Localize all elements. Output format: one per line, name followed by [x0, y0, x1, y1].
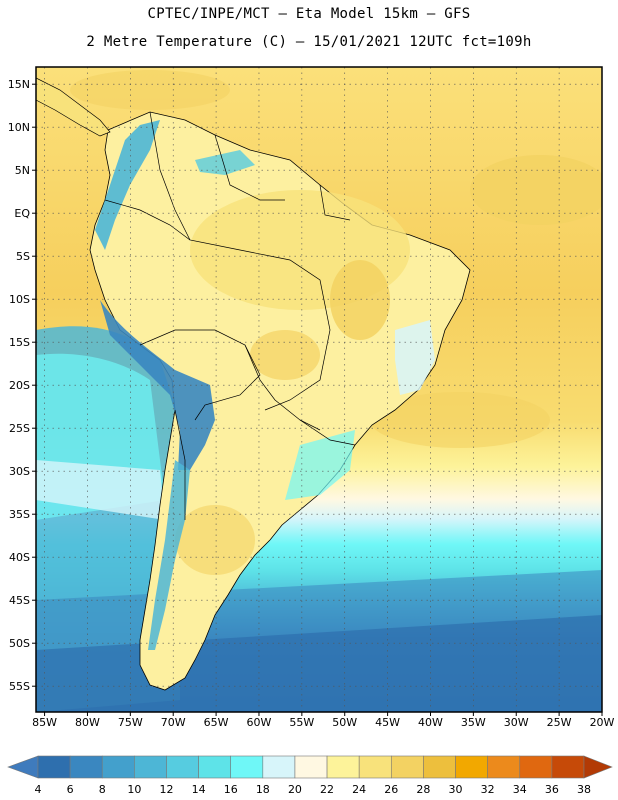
latitude-label: 45S: [9, 594, 30, 607]
colorbar-label: 34: [513, 783, 527, 796]
longitude-label: 45W: [375, 716, 400, 729]
colorbar-label: 4: [35, 783, 42, 796]
colorbar-label: 26: [384, 783, 398, 796]
lat-lon-grid: [36, 67, 602, 712]
colorbar-cell: [37, 755, 71, 779]
latitude-label: 55S: [9, 680, 30, 693]
latitude-label: 20S: [9, 379, 30, 392]
colorbar-cell: [423, 755, 456, 779]
longitude-label: 80W: [75, 716, 100, 729]
south-brazil-cool: [285, 430, 355, 500]
colorbar-label: 14: [192, 783, 206, 796]
colorbar-cell: [230, 755, 264, 779]
colorbar-cell: [262, 755, 296, 779]
latitude-label: 15N: [8, 78, 30, 91]
colorbar-label: 8: [99, 783, 106, 796]
longitude-label: 30W: [504, 716, 529, 729]
colorbar-labels: 4 6 8 10 12 14 16 18 20 22 24 26 28 30 32 34 36 38: [35, 783, 592, 796]
colorbar-label: 32: [481, 783, 495, 796]
longitude-label: 75W: [118, 716, 143, 729]
colorbar-label: 20: [288, 783, 302, 796]
warm-land: [250, 330, 320, 380]
andes-cold: [95, 120, 160, 250]
highland-cool: [395, 320, 435, 395]
longitude-label: 25W: [547, 716, 572, 729]
latitude-label: 15S: [9, 336, 30, 349]
warm-area: [470, 155, 602, 225]
colorbar-cell: [455, 755, 488, 779]
title-line-1: CPTEC/INPE/MCT – Eta Model 15km – GFS: [147, 6, 471, 22]
cold-southern: [36, 615, 602, 712]
colorbar-label: 10: [127, 783, 141, 796]
colorbar-high-arrow: [583, 755, 613, 779]
latitude-label: 30S: [9, 465, 30, 478]
colorbar-label: 28: [416, 783, 430, 796]
latitude-label: 5N: [15, 164, 30, 177]
colorbar-cell: [294, 755, 328, 779]
colorbar-cell: [390, 755, 424, 779]
latitude-label: 25S: [9, 422, 30, 435]
temperature-map: 15N 10N 5N EQ 5S 10S 15S 20S 25S 30S 35S 40S 45S 50S 5…: [8, 66, 615, 729]
longitude-label: 60W: [247, 716, 272, 729]
colorbar-cell: [551, 755, 585, 779]
colorbar: 4 6 8 10 12 14 16 18 20 22 24 26 28 30 32 34 36 38: [7, 755, 613, 796]
colorbar-label: 12: [159, 783, 173, 796]
colorbar-cell: [519, 755, 553, 779]
longitude-label: 40W: [418, 716, 443, 729]
longitude-labels: 85W 80W 75W 70W 65W 60W 55W 50W 45W 40W 35W 30W 25W 2…: [32, 712, 615, 729]
colorbar-label: 16: [224, 783, 238, 796]
latitude-label: 10N: [8, 121, 30, 134]
andes-cold: [100, 300, 215, 470]
latitude-label: 50S: [9, 637, 30, 650]
title-line-2: 2 Metre Temperature (C) – 15/01/2021 12U…: [86, 34, 532, 50]
colorbar-label: 30: [449, 783, 463, 796]
warm-land: [330, 260, 390, 340]
latitude-labels: 15N 10N 5N EQ 5S 10S 15S 20S 25S 30S 35S 40S 45S 50S 5…: [8, 78, 36, 693]
map-frame: [35, 66, 603, 713]
central-america-land: [36, 77, 111, 137]
longitude-label: 55W: [289, 716, 314, 729]
longitude-label: 20W: [590, 716, 615, 729]
colorbar-label: 36: [545, 783, 559, 796]
colorbar-cell: [166, 755, 199, 779]
highland-cool: [195, 150, 255, 175]
colorbar-low-arrow: [7, 755, 39, 779]
colorbar-label: 6: [67, 783, 74, 796]
colorbar-cell: [134, 755, 167, 779]
longitude-label: 50W: [332, 716, 357, 729]
warm-land: [175, 505, 255, 575]
colorbar-cell: [69, 755, 103, 779]
longitude-label: 85W: [32, 716, 57, 729]
colorbar-cell: [358, 755, 392, 779]
warm-area: [370, 392, 550, 448]
colorbar-label: 38: [577, 783, 591, 796]
latitude-label: EQ: [14, 207, 30, 220]
colorbar-cell: [326, 755, 360, 779]
colorbar-label: 18: [256, 783, 270, 796]
colorbar-cells: [7, 755, 613, 779]
colorbar-label: 24: [352, 783, 366, 796]
longitude-label: 70W: [161, 716, 186, 729]
latitude-label: 10S: [9, 293, 30, 306]
cool-pacific: [36, 460, 165, 520]
latitude-label: 5S: [16, 250, 30, 263]
latitude-label: 40S: [9, 551, 30, 564]
country-borders: [104, 111, 356, 520]
andes-cold: [148, 460, 190, 650]
colorbar-cell: [101, 755, 135, 779]
warm-area: [70, 70, 230, 110]
longitude-label: 35W: [461, 716, 486, 729]
colorbar-cell: [487, 755, 521, 779]
latitude-label: 35S: [9, 508, 30, 521]
colorbar-cell: [198, 755, 232, 779]
colorbar-label: 22: [320, 783, 334, 796]
longitude-label: 65W: [204, 716, 229, 729]
